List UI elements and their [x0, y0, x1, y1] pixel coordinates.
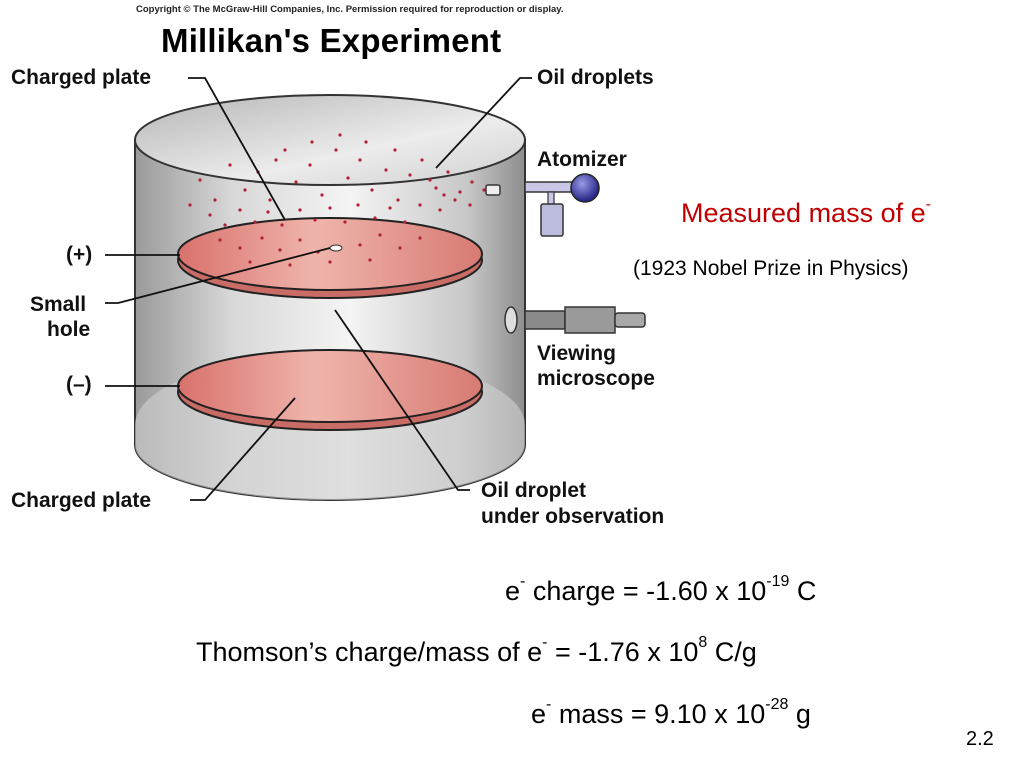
- eq-body: charge = -1.60 x 10: [525, 576, 767, 606]
- slide-number: 2.2: [966, 728, 994, 750]
- eq-prefix: Thomson’s charge/mass of e: [196, 637, 543, 667]
- eq-exponent: -19: [766, 573, 790, 590]
- label-small-hole-line2: hole: [47, 318, 91, 341]
- equation-thomson-ratio: Thomson’s charge/mass of e- = -1.76 x 10…: [196, 634, 757, 668]
- eq-unit: C/g: [707, 637, 757, 667]
- eq-prefix-sup: -: [542, 634, 548, 651]
- label-oil-droplets: Oil droplets: [537, 66, 654, 89]
- eq-prefix-sup: -: [546, 696, 552, 713]
- label-plus: (+): [66, 243, 93, 266]
- label-charged-plate-top: Charged plate: [11, 66, 152, 89]
- eq-prefix: e: [531, 699, 547, 729]
- eq-prefix: e: [505, 576, 521, 606]
- label-atomizer: Atomizer: [537, 148, 627, 171]
- electron-superscript: -: [925, 196, 931, 213]
- measured-mass-text: Measured mass of e: [681, 198, 926, 228]
- nobel-prize-note: (1923 Nobel Prize in Physics): [633, 257, 909, 280]
- label-oil-droplet: Oil droplet: [481, 479, 586, 502]
- label-under-observation: under observation: [481, 505, 665, 528]
- oil-droplets: [188, 133, 486, 267]
- eq-prefix-sup: -: [520, 573, 526, 590]
- equation-electron-mass: e- mass = 9.10 x 10-28 g: [531, 696, 811, 730]
- eq-unit: g: [788, 699, 811, 729]
- label-small-hole-line1: Small: [30, 293, 87, 316]
- eq-body: mass = 9.10 x 10: [551, 699, 766, 729]
- eq-body: = -1.76 x 10: [547, 637, 699, 667]
- eq-exponent: -28: [765, 696, 789, 713]
- eq-unit: C: [789, 576, 817, 606]
- eq-exponent: 8: [698, 634, 708, 651]
- label-microscope: microscope: [537, 367, 655, 390]
- copyright-notice: Copyright © The McGraw-Hill Companies, I…: [136, 4, 564, 15]
- measured-mass-note: Measured mass of e-: [681, 196, 931, 229]
- equation-electron-charge: e- charge = -1.60 x 10-19 C: [505, 573, 817, 607]
- label-minus: (–): [66, 373, 92, 396]
- label-charged-plate-bottom: Charged plate: [11, 489, 152, 512]
- label-viewing: Viewing: [537, 342, 616, 365]
- atomizer-bulb-icon: [570, 173, 600, 203]
- diagram-title: Millikan's Experiment: [161, 22, 502, 59]
